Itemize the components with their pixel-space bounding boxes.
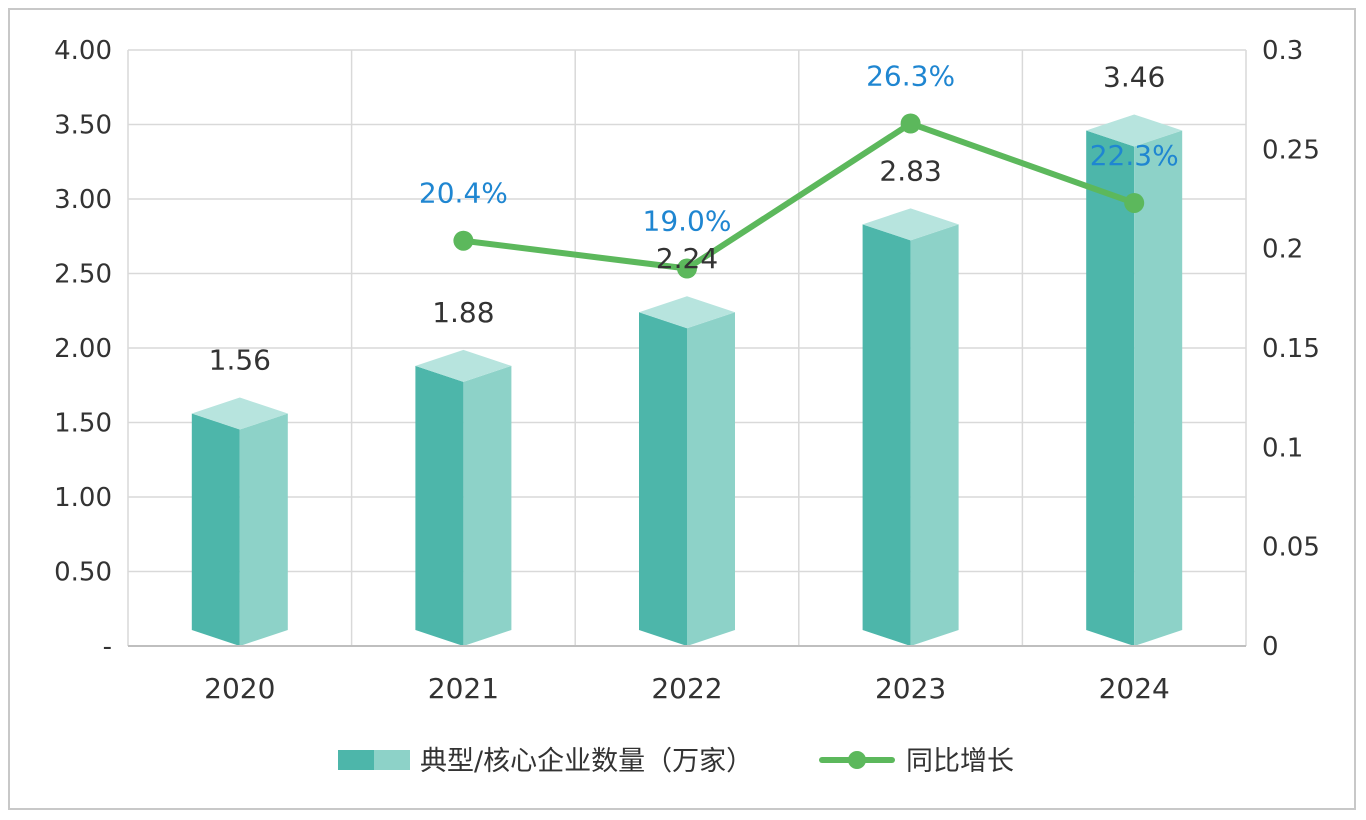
y-right-tick-label: 0 [1262, 632, 1279, 662]
growth-point [1124, 192, 1145, 213]
growth-pct-label: 20.4% [419, 177, 508, 210]
bar-face-left [191, 413, 240, 646]
bar-value-label: 1.88 [432, 296, 494, 329]
axes: - 0.50 1.00 1.50 2.00 2.50 3.00 3.50 4.00 0 0.05 0.… [54, 36, 1320, 705]
bar-face-left [639, 312, 687, 646]
x-tick-label: 2023 [875, 672, 946, 705]
y-left-tick-label: 4.00 [54, 36, 112, 66]
y-left-tick-label: 3.50 [54, 111, 112, 141]
bar-face-left [1086, 130, 1135, 647]
bar-value-label: 1.56 [209, 344, 271, 377]
bar-value-label: 2.83 [879, 154, 941, 187]
x-tick-label: 2022 [651, 672, 722, 705]
y-right-tick-label: 0.1 [1262, 433, 1303, 463]
bar [1086, 114, 1183, 647]
data-labels: 1.56 1.88 2.24 2.83 3.46 20.4% 19.0% 26.3% 22.3% [209, 60, 1179, 377]
chart-frame: 1.56 1.88 2.24 2.83 3.46 20.4% 19.0% 26.3% 22.3%… [8, 8, 1356, 810]
y-left-tick-label: 0.50 [54, 558, 112, 588]
bar-face-right [687, 312, 735, 646]
y-left-tick-label: 1.50 [54, 409, 112, 439]
bar [862, 208, 959, 646]
bar-top [639, 296, 735, 329]
y-left-tick-label: 1.00 [54, 483, 112, 513]
y-right-tick-label: 0.05 [1262, 533, 1320, 563]
x-tick-label: 2024 [1099, 672, 1170, 705]
y-left-tick-label: 3.00 [54, 185, 112, 215]
bar-value-label: 2.24 [656, 242, 718, 275]
legend-line-label: 同比增长 [906, 746, 1014, 777]
bar-face-right [1134, 130, 1183, 647]
bar [639, 296, 735, 646]
legend-line-marker [848, 751, 866, 769]
growth-line-path [460, 120, 1138, 272]
bar-face-left [862, 224, 911, 646]
x-tick-label: 2021 [428, 672, 499, 705]
legend-bar-label: 典型/核心企业数量（万家） [420, 746, 753, 777]
chart-svg: 1.56 1.88 2.24 2.83 3.46 20.4% 19.0% 26.3% 22.3%… [54, 36, 1320, 777]
bar-top [1086, 114, 1183, 147]
bar-top [862, 208, 959, 241]
bar-face-right [910, 224, 959, 646]
growth-pct-label: 19.0% [643, 205, 732, 238]
y-left-tick-label: 2.00 [54, 334, 112, 364]
y-right-tick-label: 0.2 [1262, 235, 1303, 265]
bar-top [191, 397, 288, 430]
y-left-tick-label: - [103, 632, 112, 662]
bar-face-right [463, 365, 512, 646]
growth-line [453, 113, 1145, 279]
growth-point [453, 230, 474, 251]
growth-point [900, 113, 921, 134]
y-left-tick-label: 2.50 [54, 260, 112, 290]
bar-face-right [239, 413, 288, 646]
legend-bar-swatch-light [374, 750, 410, 770]
bars [191, 114, 1183, 647]
growth-pct-label: 26.3% [866, 60, 955, 93]
y-right-tick-label: 0.3 [1262, 36, 1303, 66]
legend: 典型/核心企业数量（万家） 同比增长 [338, 746, 1014, 777]
bar [191, 397, 288, 646]
bar [415, 349, 512, 646]
growth-pct-label: 22.3% [1090, 139, 1179, 172]
growth-point [677, 258, 697, 279]
y-right-tick-label: 0.25 [1262, 135, 1320, 165]
legend-bar-swatch-dark [338, 750, 374, 770]
y-right-tick-label: 0.15 [1262, 334, 1320, 364]
bar-value-label: 3.46 [1103, 60, 1165, 93]
bar-face-left [415, 365, 464, 646]
bar-top [415, 349, 512, 382]
x-tick-label: 2020 [204, 672, 275, 705]
